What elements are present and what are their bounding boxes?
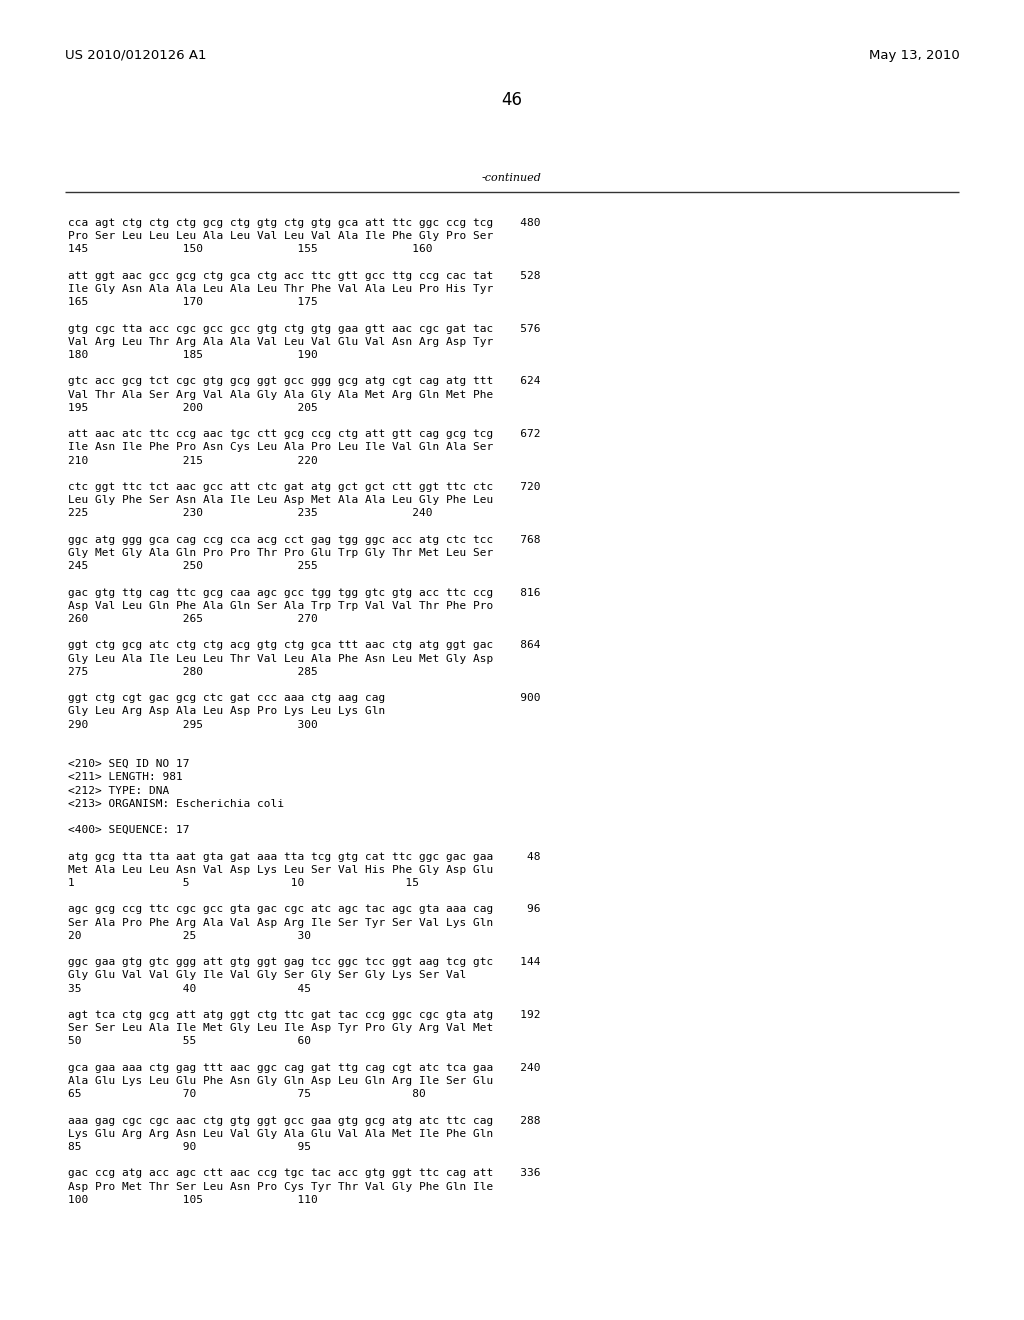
Text: 165              170              175: 165 170 175 [68, 297, 317, 308]
Text: US 2010/0120126 A1: US 2010/0120126 A1 [65, 49, 207, 62]
Text: 85               90               95: 85 90 95 [68, 1142, 311, 1152]
Text: atg gcg tta tta aat gta gat aaa tta tcg gtg cat ttc ggc gac gaa     48: atg gcg tta tta aat gta gat aaa tta tcg … [68, 851, 541, 862]
Text: 100              105              110: 100 105 110 [68, 1195, 317, 1205]
Text: gac gtg ttg cag ttc gcg caa agc gcc tgg tgg gtc gtg acc ttc ccg    816: gac gtg ttg cag ttc gcg caa agc gcc tgg … [68, 587, 541, 598]
Text: 245              250              255: 245 250 255 [68, 561, 317, 572]
Text: 46: 46 [502, 91, 522, 110]
Text: 180              185              190: 180 185 190 [68, 350, 317, 360]
Text: Met Ala Leu Leu Asn Val Asp Lys Leu Ser Val His Phe Gly Asp Glu: Met Ala Leu Leu Asn Val Asp Lys Leu Ser … [68, 865, 494, 875]
Text: ggt ctg cgt gac gcg ctc gat ccc aaa ctg aag cag                    900: ggt ctg cgt gac gcg ctc gat ccc aaa ctg … [68, 693, 541, 704]
Text: Asp Pro Met Thr Ser Leu Asn Pro Cys Tyr Thr Val Gly Phe Gln Ile: Asp Pro Met Thr Ser Leu Asn Pro Cys Tyr … [68, 1181, 494, 1192]
Text: Ile Asn Ile Phe Pro Asn Cys Leu Ala Pro Leu Ile Val Gln Ala Ser: Ile Asn Ile Phe Pro Asn Cys Leu Ala Pro … [68, 442, 494, 453]
Text: Val Thr Ala Ser Arg Val Ala Gly Ala Gly Ala Met Arg Gln Met Phe: Val Thr Ala Ser Arg Val Ala Gly Ala Gly … [68, 389, 494, 400]
Text: ggt ctg gcg atc ctg ctg acg gtg ctg gca ttt aac ctg atg ggt gac    864: ggt ctg gcg atc ctg ctg acg gtg ctg gca … [68, 640, 541, 651]
Text: May 13, 2010: May 13, 2010 [869, 49, 961, 62]
Text: ctc ggt ttc tct aac gcc att ctc gat atg gct gct ctt ggt ttc ctc    720: ctc ggt ttc tct aac gcc att ctc gat atg … [68, 482, 541, 492]
Text: ggc atg ggg gca cag ccg cca acg cct gag tgg ggc acc atg ctc tcc    768: ggc atg ggg gca cag ccg cca acg cct gag … [68, 535, 541, 545]
Text: <213> ORGANISM: Escherichia coli: <213> ORGANISM: Escherichia coli [68, 799, 284, 809]
Text: 50               55               60: 50 55 60 [68, 1036, 311, 1047]
Text: Val Arg Leu Thr Arg Ala Ala Val Leu Val Glu Val Asn Arg Asp Tyr: Val Arg Leu Thr Arg Ala Ala Val Leu Val … [68, 337, 494, 347]
Text: Pro Ser Leu Leu Leu Ala Leu Val Leu Val Ala Ile Phe Gly Pro Ser: Pro Ser Leu Leu Leu Ala Leu Val Leu Val … [68, 231, 494, 242]
Text: Ser Ser Leu Ala Ile Met Gly Leu Ile Asp Tyr Pro Gly Arg Val Met: Ser Ser Leu Ala Ile Met Gly Leu Ile Asp … [68, 1023, 494, 1034]
Text: 1                5               10               15: 1 5 10 15 [68, 878, 419, 888]
Text: 225              230              235              240: 225 230 235 240 [68, 508, 432, 519]
Text: Gly Leu Ala Ile Leu Leu Thr Val Leu Ala Phe Asn Leu Met Gly Asp: Gly Leu Ala Ile Leu Leu Thr Val Leu Ala … [68, 653, 494, 664]
Text: Ser Ala Pro Phe Arg Ala Val Asp Arg Ile Ser Tyr Ser Val Lys Gln: Ser Ala Pro Phe Arg Ala Val Asp Arg Ile … [68, 917, 494, 928]
Text: 290              295              300: 290 295 300 [68, 719, 317, 730]
Text: 35               40               45: 35 40 45 [68, 983, 311, 994]
Text: Gly Glu Val Val Gly Ile Val Gly Ser Gly Ser Gly Lys Ser Val: Gly Glu Val Val Gly Ile Val Gly Ser Gly … [68, 970, 466, 981]
Text: Gly Met Gly Ala Gln Pro Pro Thr Pro Glu Trp Gly Thr Met Leu Ser: Gly Met Gly Ala Gln Pro Pro Thr Pro Glu … [68, 548, 494, 558]
Text: agc gcg ccg ttc cgc gcc gta gac cgc atc agc tac agc gta aaa cag     96: agc gcg ccg ttc cgc gcc gta gac cgc atc … [68, 904, 541, 915]
Text: agt tca ctg gcg att atg ggt ctg ttc gat tac ccg ggc cgc gta atg    192: agt tca ctg gcg att atg ggt ctg ttc gat … [68, 1010, 541, 1020]
Text: 195              200              205: 195 200 205 [68, 403, 317, 413]
Text: Ile Gly Asn Ala Ala Leu Ala Leu Thr Phe Val Ala Leu Pro His Tyr: Ile Gly Asn Ala Ala Leu Ala Leu Thr Phe … [68, 284, 494, 294]
Text: cca agt ctg ctg ctg gcg ctg gtg ctg gtg gca att ttc ggc ccg tcg    480: cca agt ctg ctg ctg gcg ctg gtg ctg gtg … [68, 218, 541, 228]
Text: 260              265              270: 260 265 270 [68, 614, 317, 624]
Text: -continued: -continued [482, 173, 542, 183]
Text: aaa gag cgc cgc aac ctg gtg ggt gcc gaa gtg gcg atg atc ttc cag    288: aaa gag cgc cgc aac ctg gtg ggt gcc gaa … [68, 1115, 541, 1126]
Text: Asp Val Leu Gln Phe Ala Gln Ser Ala Trp Trp Val Val Thr Phe Pro: Asp Val Leu Gln Phe Ala Gln Ser Ala Trp … [68, 601, 494, 611]
Text: gtc acc gcg tct cgc gtg gcg ggt gcc ggg gcg atg cgt cag atg ttt    624: gtc acc gcg tct cgc gtg gcg ggt gcc ggg … [68, 376, 541, 387]
Text: Ala Glu Lys Leu Glu Phe Asn Gly Gln Asp Leu Gln Arg Ile Ser Glu: Ala Glu Lys Leu Glu Phe Asn Gly Gln Asp … [68, 1076, 494, 1086]
Text: att aac atc ttc ccg aac tgc ctt gcg ccg ctg att gtt cag gcg tcg    672: att aac atc ttc ccg aac tgc ctt gcg ccg … [68, 429, 541, 440]
Text: 275              280              285: 275 280 285 [68, 667, 317, 677]
Text: <211> LENGTH: 981: <211> LENGTH: 981 [68, 772, 182, 783]
Text: att ggt aac gcc gcg ctg gca ctg acc ttc gtt gcc ttg ccg cac tat    528: att ggt aac gcc gcg ctg gca ctg acc ttc … [68, 271, 541, 281]
Text: <212> TYPE: DNA: <212> TYPE: DNA [68, 785, 169, 796]
Text: 145              150              155              160: 145 150 155 160 [68, 244, 432, 255]
Text: ggc gaa gtg gtc ggg att gtg ggt gag tcc ggc tcc ggt aag tcg gtc    144: ggc gaa gtg gtc ggg att gtg ggt gag tcc … [68, 957, 541, 968]
Text: Lys Glu Arg Arg Asn Leu Val Gly Ala Glu Val Ala Met Ile Phe Gln: Lys Glu Arg Arg Asn Leu Val Gly Ala Glu … [68, 1129, 494, 1139]
Text: 210              215              220: 210 215 220 [68, 455, 317, 466]
Text: Leu Gly Phe Ser Asn Ala Ile Leu Asp Met Ala Ala Leu Gly Phe Leu: Leu Gly Phe Ser Asn Ala Ile Leu Asp Met … [68, 495, 494, 506]
Text: gtg cgc tta acc cgc gcc gcc gtg ctg gtg gaa gtt aac cgc gat tac    576: gtg cgc tta acc cgc gcc gcc gtg ctg gtg … [68, 323, 541, 334]
Text: <210> SEQ ID NO 17: <210> SEQ ID NO 17 [68, 759, 189, 770]
Text: 20               25               30: 20 25 30 [68, 931, 311, 941]
Text: Gly Leu Arg Asp Ala Leu Asp Pro Lys Leu Lys Gln: Gly Leu Arg Asp Ala Leu Asp Pro Lys Leu … [68, 706, 385, 717]
Text: 65               70               75               80: 65 70 75 80 [68, 1089, 426, 1100]
Text: gca gaa aaa ctg gag ttt aac ggc cag gat ttg cag cgt atc tca gaa    240: gca gaa aaa ctg gag ttt aac ggc cag gat … [68, 1063, 541, 1073]
Text: <400> SEQUENCE: 17: <400> SEQUENCE: 17 [68, 825, 189, 836]
Text: gac ccg atg acc agc ctt aac ccg tgc tac acc gtg ggt ttc cag att    336: gac ccg atg acc agc ctt aac ccg tgc tac … [68, 1168, 541, 1179]
